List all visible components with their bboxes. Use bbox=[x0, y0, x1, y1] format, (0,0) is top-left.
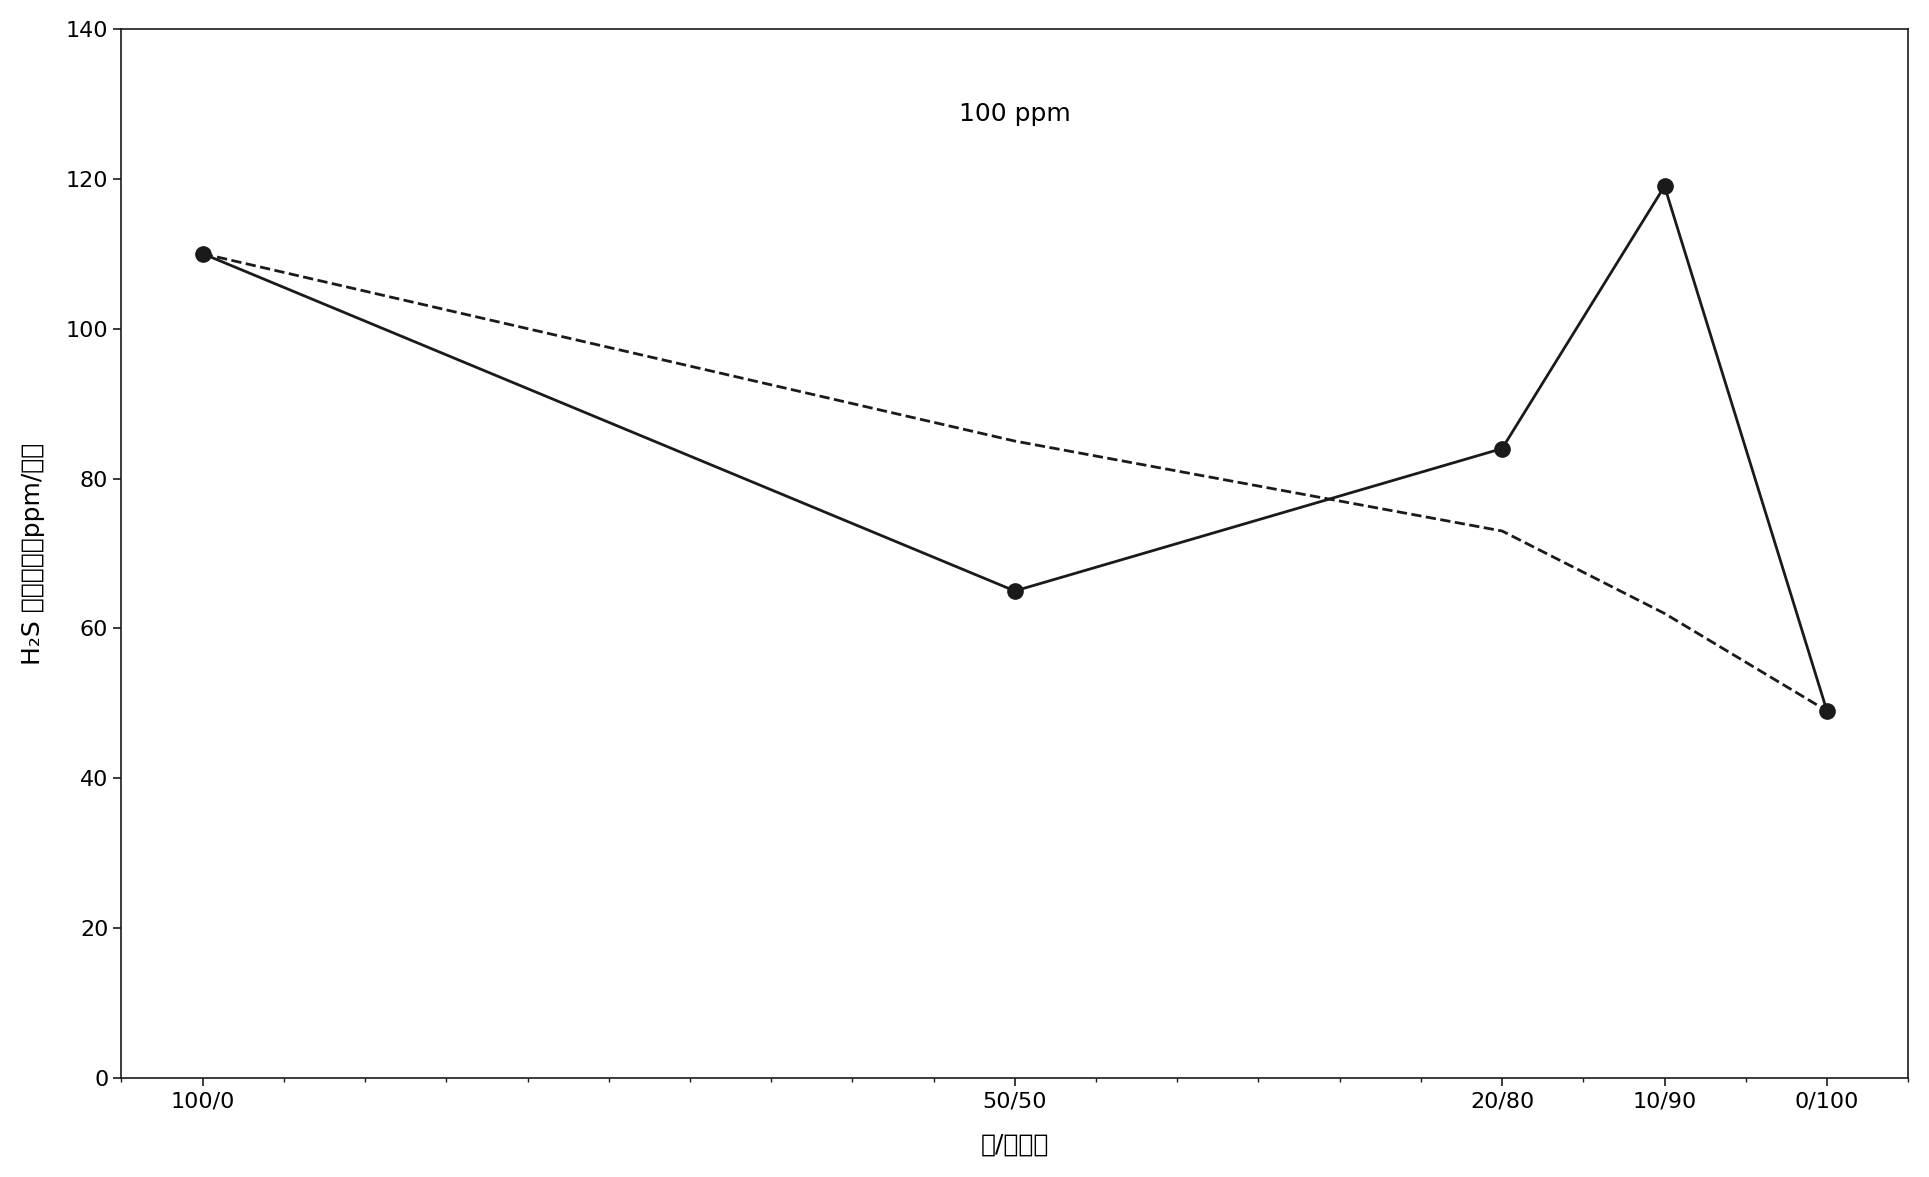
Text: 100 ppm: 100 ppm bbox=[959, 102, 1071, 126]
Y-axis label: H₂S 清除速率，ppm/分钟: H₂S 清除速率，ppm/分钟 bbox=[21, 443, 44, 665]
X-axis label: 笔/乙二醉: 笔/乙二醉 bbox=[980, 1132, 1049, 1156]
